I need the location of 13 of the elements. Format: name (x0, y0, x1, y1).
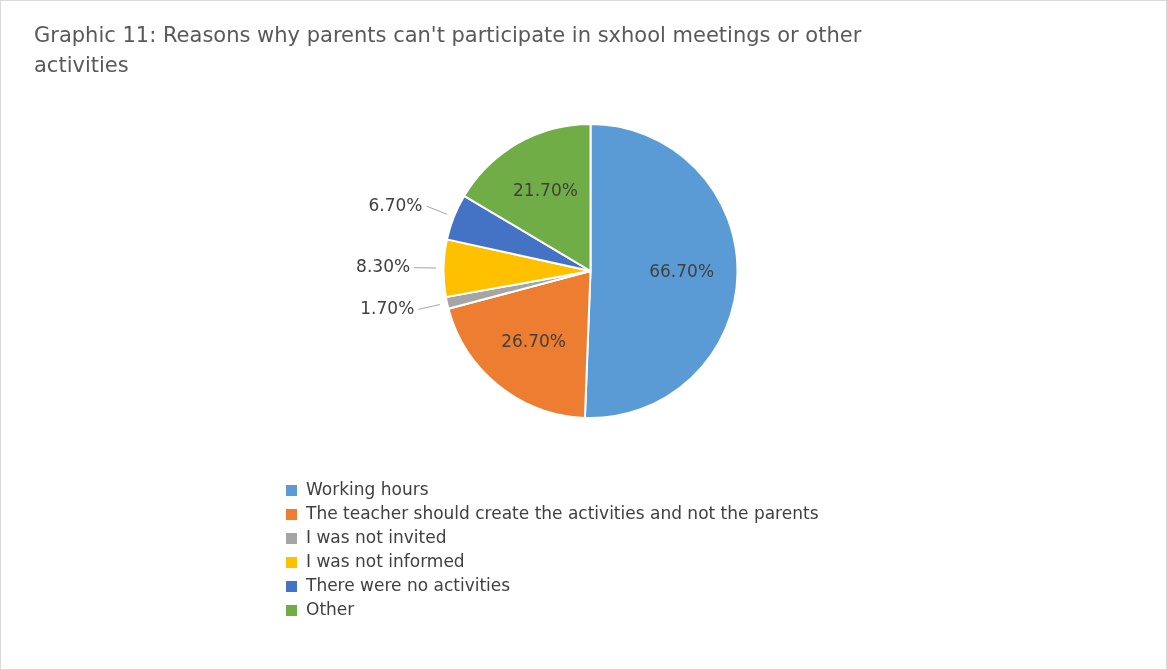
data-label: 6.70% (368, 194, 423, 215)
legend-label: I was not invited (305, 526, 448, 549)
legend-label: There were no activities (305, 574, 512, 597)
chart-title: Graphic 11: Reasons why parents can't participate in sxhool meetings or other activities (34, 22, 863, 79)
legend-label: I was not informed (305, 550, 466, 573)
data-label: 1.70% (360, 297, 415, 318)
legend-label: Working hours (305, 478, 430, 501)
data-label: 8.30% (356, 256, 411, 277)
data-label: 66.70% (649, 261, 715, 282)
legend-label: Other (305, 598, 356, 621)
legend-label: The teacher should create the activities and not the parents (305, 502, 819, 525)
data-label: 21.70% (513, 180, 578, 201)
data-label: 26.70% (501, 330, 566, 351)
